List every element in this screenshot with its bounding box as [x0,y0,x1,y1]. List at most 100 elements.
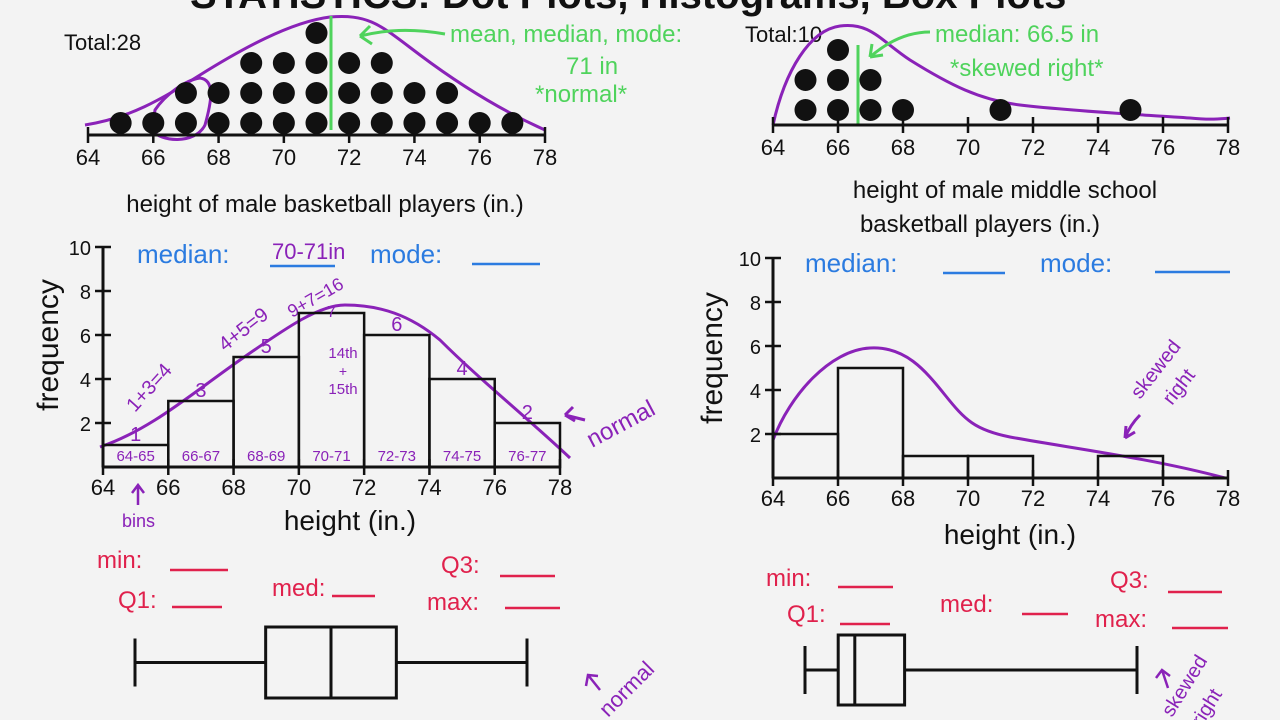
x-tick-label: 66 [826,486,850,511]
y-tick-label: 4 [80,370,91,392]
annotation-shape: *skewed right* [950,55,1103,82]
arrow-icon [358,24,446,46]
arrow-icon [584,673,601,691]
annotation-pos2: 15th [328,381,357,398]
data-dot [827,69,849,91]
x-tick-label: 72 [337,145,361,170]
annotation-pos1: 14th [328,345,357,362]
skewed-curve [771,23,1231,126]
y-tick-label: 8 [750,293,761,315]
data-dot [989,99,1012,121]
dot-plot-middle-school: Total:10 median: 66.5 in *skewed right* … [745,21,1240,238]
median-label: median: [137,239,230,269]
data-dot [501,112,524,134]
bin-label: 72-73 [378,448,416,465]
normal-curve [99,303,572,460]
y-axis-label: frequency [696,292,729,424]
data-dot [468,112,491,134]
x-tick-label: 64 [761,135,785,160]
data-dot [305,52,328,74]
data-dot [272,52,295,74]
median-value: 70-71in [272,239,345,264]
x-tick-label: 66 [141,145,165,170]
y-tick-label: 10 [739,249,761,271]
bin-label: 76-77 [508,448,546,465]
x-tick-label: 74 [417,475,441,500]
histogram-bar [836,366,905,480]
data-dot [892,99,914,121]
min-label: min: [97,547,142,574]
data-dot [859,99,882,121]
data-dot [827,99,849,121]
x-tick-label: 76 [1151,486,1175,511]
data-dot [370,82,393,104]
data-dot [207,82,230,104]
y-tick-label: 4 [750,381,761,403]
data-dot [338,52,361,74]
max-label: max: [1095,606,1147,633]
data-dot [403,112,426,134]
data-dot [827,39,849,61]
box-plot-middle-school: min: Q1: med: Q3: max: skewed right [766,565,1228,720]
x-tick-label: 76 [467,145,491,170]
data-dot [436,112,459,134]
x-tick-label: 76 [1151,135,1175,160]
data-dot [305,22,328,44]
data-dot [174,82,197,104]
x-tick-label: 66 [826,135,850,160]
med-label: med: [940,591,993,618]
histogram-middle-school: median: mode: frequency height (in.) ske… [696,248,1240,550]
total-label: Total:28 [64,30,141,55]
histogram-bar [901,454,970,480]
median-label: median: [805,248,898,278]
annotation-center: mean, median, mode: [450,21,682,48]
annotation-shape: *normal* [535,81,627,108]
annotation-normal: normal [582,395,659,453]
data-dot [240,52,263,74]
x-tick-label: 70 [287,475,311,500]
bin-label: 70-71 [312,448,350,465]
y-tick-label: 2 [80,414,91,436]
bar-value-label: 5 [261,336,272,358]
bar-value-label: 3 [195,380,206,402]
mode-label: mode: [370,239,442,269]
x-tick-label: 66 [156,475,180,500]
y-tick-label: 10 [69,238,91,260]
y-tick-label: 8 [80,282,91,304]
x-axis-label: height (in.) [944,519,1076,550]
x-tick-label: 78 [533,145,557,170]
y-tick-label: 6 [750,337,761,359]
data-dot [794,69,817,91]
annotation-plus: + [339,363,347,379]
x-tick-label: 70 [956,135,980,160]
y-tick-label: 2 [750,425,761,447]
y-tick-label: 6 [80,326,91,348]
x-tick-label: 68 [891,486,915,511]
histogram-bar [493,421,562,469]
data-dot [272,112,295,134]
max-label: max: [427,589,479,616]
page-title: STATISTICS: Dot Plots, Histograms, Box P… [190,0,1066,17]
min-label: min: [766,565,811,592]
bin-label: 66-67 [182,448,220,465]
x-tick-label: 76 [482,475,506,500]
annotation-sum3: 9+7=16 [284,274,347,322]
q3-label: Q3: [1110,567,1149,594]
histogram-basketball: median: 70-71in mode: frequency height (… [32,238,660,536]
x-axis-label: height (in.) [284,505,416,536]
x-tick-label: 64 [76,145,100,170]
x-tick-label: 74 [1086,135,1110,160]
histogram-bar [966,454,1035,480]
data-dot [403,82,426,104]
data-dot [305,112,328,134]
x-tick-label: 64 [761,486,785,511]
data-dot [370,52,393,74]
box [836,633,907,707]
annotation-bins: bins [122,511,155,531]
dot-plot-basketball: Total:28 mean, median, mode: 71 in *norm… [64,15,682,218]
data-dot [240,82,263,104]
mode-label: mode: [1040,248,1112,278]
x-tick-label: 72 [1021,135,1045,160]
data-dot [1119,99,1142,121]
